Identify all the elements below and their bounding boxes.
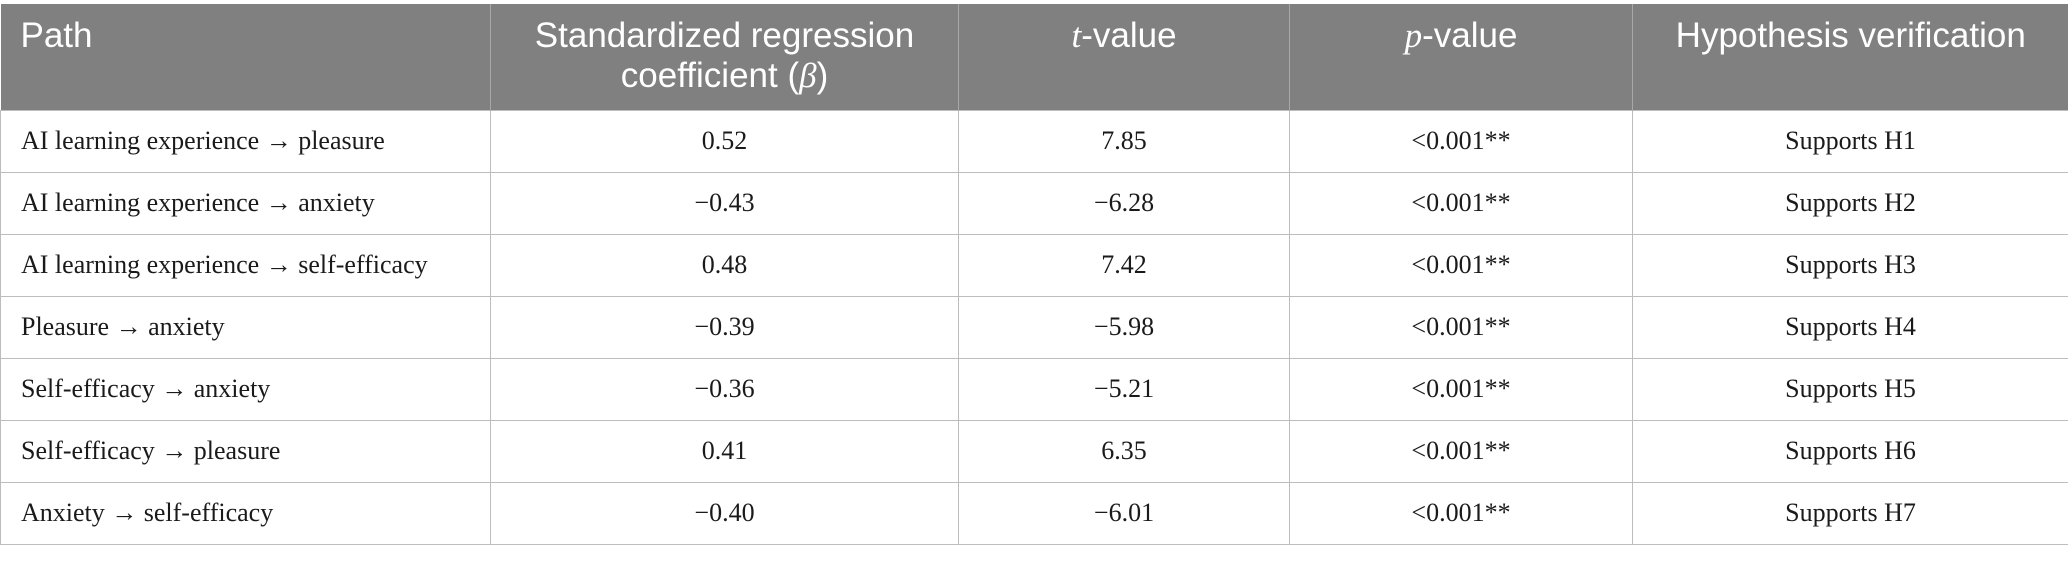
header-beta: Standardized regression coefficient (β): [490, 4, 959, 110]
header-t-symbol: t: [1071, 16, 1082, 55]
cell-hypothesis: Supports H3: [1632, 233, 2068, 297]
table-row: Pleasure → anxiety −0.39 −5.98 <0.001** …: [0, 295, 2068, 359]
cell-beta: −0.36: [490, 357, 959, 421]
table-row: AI learning experience → anxiety −0.43 −…: [0, 171, 2068, 235]
table-body: AI learning experience → pleasure 0.52 7…: [0, 109, 2068, 545]
cell-hypothesis: Supports H5: [1632, 357, 2068, 421]
cell-hypothesis: Supports H2: [1632, 171, 2068, 235]
cell-path: Pleasure → anxiety: [0, 295, 491, 359]
header-p-suffix: -value: [1422, 16, 1518, 55]
table-row: Anxiety → self-efficacy −0.40 −6.01 <0.0…: [0, 481, 2068, 545]
regression-results-table-wrapper: Path Standardized regression coefficient…: [0, 4, 2068, 545]
cell-t-value: −5.98: [958, 295, 1290, 359]
cell-hypothesis: Supports H7: [1632, 481, 2068, 545]
table-row: Self-efficacy → anxiety −0.36 −5.21 <0.0…: [0, 357, 2068, 421]
cell-p-value: <0.001**: [1289, 171, 1633, 235]
header-beta-line1: Standardized regression: [534, 16, 915, 55]
cell-t-value: 7.42: [958, 233, 1290, 297]
table-row: AI learning experience → self-efficacy 0…: [0, 233, 2068, 297]
header-beta-suffix: ): [816, 56, 829, 95]
cell-t-value: 6.35: [958, 419, 1290, 483]
header-hypothesis-label: Hypothesis verification: [1675, 16, 2026, 55]
cell-path: AI learning experience → self-efficacy: [0, 233, 491, 297]
cell-beta: 0.48: [490, 233, 959, 297]
cell-p-value: <0.001**: [1289, 109, 1633, 173]
cell-beta: −0.39: [490, 295, 959, 359]
regression-results-table: Path Standardized regression coefficient…: [0, 4, 2068, 545]
header-path: Path: [0, 4, 491, 110]
header-row: Path Standardized regression coefficient…: [0, 4, 2068, 110]
cell-beta: 0.41: [490, 419, 959, 483]
table-row: Self-efficacy → pleasure 0.41 6.35 <0.00…: [0, 419, 2068, 483]
header-t-suffix: -value: [1081, 16, 1177, 55]
header-beta-symbol: β: [799, 56, 817, 95]
cell-path: AI learning experience → pleasure: [0, 109, 491, 173]
cell-hypothesis: Supports H4: [1632, 295, 2068, 359]
cell-hypothesis: Supports H6: [1632, 419, 2068, 483]
cell-beta: −0.40: [490, 481, 959, 545]
header-t-value: t-value: [958, 4, 1290, 110]
cell-beta: 0.52: [490, 109, 959, 173]
cell-beta: −0.43: [490, 171, 959, 235]
header-p-symbol: p: [1404, 16, 1423, 55]
cell-t-value: 7.85: [958, 109, 1290, 173]
cell-p-value: <0.001**: [1289, 419, 1633, 483]
table-header: Path Standardized regression coefficient…: [0, 4, 2068, 110]
cell-path: Anxiety → self-efficacy: [0, 481, 491, 545]
cell-path: AI learning experience → anxiety: [0, 171, 491, 235]
cell-hypothesis: Supports H1: [1632, 109, 2068, 173]
header-hypothesis: Hypothesis verification: [1632, 4, 2068, 110]
header-beta-prefix: coefficient (: [620, 56, 800, 95]
header-path-label: Path: [20, 16, 93, 55]
cell-path: Self-efficacy → pleasure: [0, 419, 491, 483]
cell-p-value: <0.001**: [1289, 481, 1633, 545]
header-p-value: p-value: [1289, 4, 1633, 110]
cell-p-value: <0.001**: [1289, 233, 1633, 297]
cell-t-value: −6.28: [958, 171, 1290, 235]
cell-t-value: −6.01: [958, 481, 1290, 545]
table-row: AI learning experience → pleasure 0.52 7…: [0, 109, 2068, 173]
cell-t-value: −5.21: [958, 357, 1290, 421]
cell-p-value: <0.001**: [1289, 357, 1633, 421]
cell-p-value: <0.001**: [1289, 295, 1633, 359]
cell-path: Self-efficacy → anxiety: [0, 357, 491, 421]
